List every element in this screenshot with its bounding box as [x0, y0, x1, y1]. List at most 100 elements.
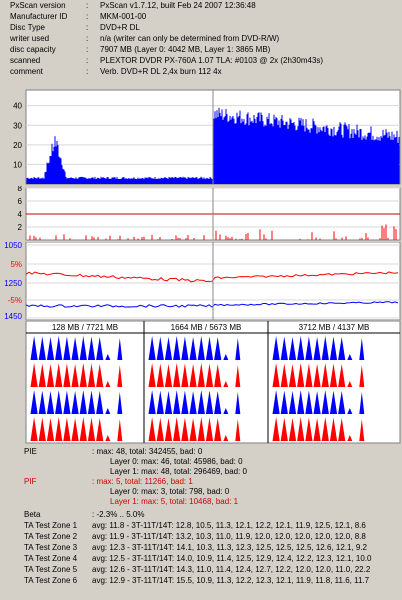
ta-peak — [197, 363, 205, 387]
ta-peak — [197, 417, 205, 441]
ta-peak — [205, 390, 214, 414]
ta-peak — [329, 363, 338, 387]
ta-peak — [297, 336, 305, 360]
ta-peak — [359, 338, 365, 360]
ta-peak — [30, 336, 38, 360]
pie-row: PIE : max: 48, total: 342455, bad: 0 — [0, 447, 402, 457]
ta-peak — [173, 336, 181, 360]
ta-peak — [288, 391, 297, 414]
ta-peak — [338, 337, 346, 360]
ta-peak — [280, 417, 288, 441]
ta-zone-value: avg: 11.8 - 3T-11T/14T: 12.8, 10.5, 11.3… — [92, 521, 366, 530]
info-row: Manufacturer ID : MKM-001-00 — [0, 11, 402, 22]
pif-chart: 8 6 4 2 — [18, 186, 401, 241]
ta-peak — [156, 363, 164, 387]
ta-peak — [347, 408, 353, 414]
ta-zone-label: TA Test Zone 5 — [24, 565, 78, 574]
ta-peak — [30, 417, 38, 441]
ta-peak — [164, 364, 173, 387]
ta-peak — [148, 417, 156, 441]
ta-peak — [197, 390, 205, 414]
pie-layer1-row: Layer 1: max: 48, total: 296469, bad: 0 — [0, 467, 402, 477]
ta-peak — [181, 363, 189, 387]
jitter-y-tick: 1050 — [4, 242, 22, 250]
ta-peak — [329, 336, 338, 360]
pif-y-tick: 2 — [18, 223, 23, 232]
ta-peak — [96, 418, 104, 441]
ta-peak — [280, 390, 288, 414]
ta-peak — [288, 337, 297, 360]
jitter-y-tick: 5% — [10, 260, 22, 269]
ta-zone-row: TA Test Zone 6 avg: 12.9 - 3T-11T/14T: 1… — [0, 576, 402, 586]
ta-peak — [181, 390, 189, 414]
ta-peak — [305, 417, 313, 441]
info-key: Manufacturer ID — [10, 12, 68, 21]
ta-peak — [313, 391, 321, 414]
ta-peak — [297, 363, 305, 387]
ta-peak — [105, 381, 111, 387]
info-colon: : — [86, 56, 89, 65]
ta-peak — [297, 417, 305, 441]
ta-peak — [214, 337, 222, 360]
pie-y-tick: 10 — [13, 160, 22, 169]
ta-peak — [79, 417, 87, 441]
ta-peak — [235, 338, 241, 360]
ta-peak — [347, 435, 353, 441]
ta-peak — [55, 336, 63, 360]
info-value: PxScan v1.7.12, built Feb 24 2007 12:36:… — [100, 1, 256, 10]
ta-peak — [79, 363, 87, 387]
info-colon: : — [86, 34, 89, 43]
ta-section-label: 3712 MB / 4137 MB — [299, 323, 370, 332]
jitter-y-tick: 1250 — [4, 279, 22, 288]
ta-peak — [321, 390, 329, 414]
ta-peak — [46, 391, 55, 414]
pif-layer1-row: Layer 1: max: 5, total: 10468, bad: 1 — [0, 497, 402, 507]
pie-y-tick: 20 — [13, 141, 22, 150]
info-value: 7907 MB (Layer 0: 4042 MB, Layer 1: 3865… — [100, 45, 271, 54]
ta-peak — [63, 336, 71, 360]
scan-info: PxScan version : PxScan v1.7.12, built F… — [0, 0, 402, 86]
ta-peak — [105, 435, 111, 441]
ta-peak — [223, 408, 229, 414]
ta-peak — [38, 390, 46, 414]
ta-peak — [189, 364, 197, 387]
ta-peak — [164, 391, 173, 414]
ta-peak — [173, 390, 181, 414]
scan-statistics: PIE : max: 48, total: 342455, bad: 0 Lay… — [0, 447, 402, 600]
ta-peak — [288, 418, 297, 441]
ta-peak — [205, 363, 214, 387]
ta-peak — [46, 337, 55, 360]
pif-layer0-value: Layer 0: max: 3, total: 798, bad: 0 — [110, 487, 230, 496]
info-value: DVD+R DL — [100, 23, 140, 32]
pie-layer0-row: Layer 0: max: 46, total: 45986, bad: 0 — [0, 457, 402, 467]
jitter-y-tick: 1450 — [4, 312, 22, 320]
info-value: MKM-001-00 — [100, 12, 147, 21]
info-key: scanned — [10, 56, 41, 65]
ta-peak — [272, 336, 280, 360]
ta-peak — [71, 364, 79, 387]
ta-peak — [87, 390, 96, 414]
ta-peak — [338, 391, 346, 414]
ta-peak — [288, 364, 297, 387]
pie-y-tick: 40 — [13, 102, 22, 111]
ta-peak — [181, 336, 189, 360]
ta-peak — [164, 337, 173, 360]
ta-peak — [30, 363, 38, 387]
ta-peak — [87, 363, 96, 387]
ta-zone-label: TA Test Zone 3 — [24, 543, 78, 552]
ta-peak — [38, 336, 46, 360]
ta-peak — [63, 417, 71, 441]
beta-line — [25, 301, 399, 308]
pie-layer0-value: Layer 0: max: 46, total: 45986, bad: 0 — [110, 457, 243, 466]
ta-peak — [96, 391, 104, 414]
ta-peak — [63, 363, 71, 387]
ta-chart: 128 MB / 7721 MB 1664 MB / 5673 MB 3712 MB… — [25, 320, 401, 444]
ta-peak — [347, 381, 353, 387]
ta-peak — [329, 390, 338, 414]
ta-peak — [173, 363, 181, 387]
ta-zone-label: TA Test Zone 4 — [24, 554, 78, 563]
ta-peak — [96, 364, 104, 387]
ta-zone-row: TA Test Zone 1 avg: 11.8 - 3T-11T/14T: 1… — [0, 521, 402, 531]
ta-peak — [117, 392, 123, 414]
ta-peak — [214, 418, 222, 441]
